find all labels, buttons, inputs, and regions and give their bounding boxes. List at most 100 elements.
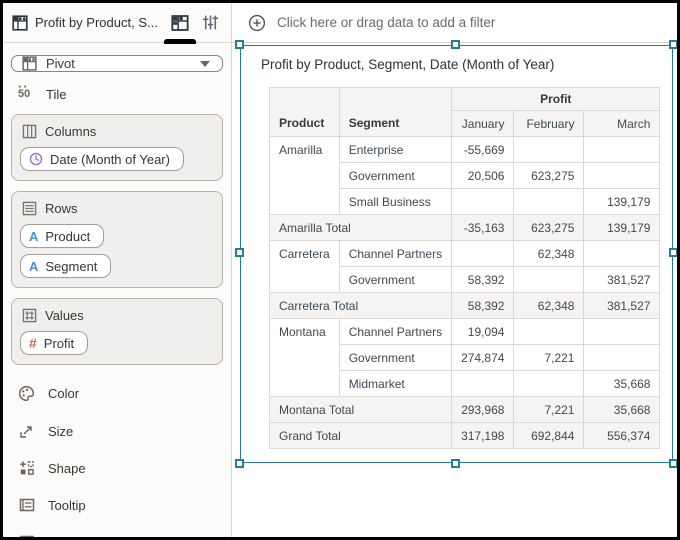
cell-value[interactable]: 35,668 (583, 396, 661, 423)
cell-value[interactable]: 19,094 (451, 318, 515, 345)
table-grand-total-row: Grand Total 317,198 692,844 556,374 (268, 422, 661, 449)
sidebar-item-color[interactable]: Color (11, 375, 223, 413)
cell-value[interactable]: 381,527 (583, 266, 661, 293)
cell-value[interactable] (451, 188, 515, 215)
clock-icon (29, 152, 43, 166)
sidebar-item-filters[interactable]: Filters (11, 524, 223, 537)
values-drop-zone[interactable]: Values # Profit (11, 298, 223, 365)
cell-value[interactable] (513, 136, 585, 163)
cell-total-label[interactable]: Grand Total (268, 422, 453, 449)
resize-handle-bottom-left[interactable] (235, 459, 244, 468)
column-header-january[interactable]: January (451, 110, 515, 137)
pill-product[interactable]: A Product (20, 224, 105, 248)
cell-value[interactable] (451, 370, 515, 397)
cell-segment[interactable]: Government (338, 266, 453, 293)
cell-value[interactable]: 62,348 (513, 292, 585, 319)
tab-properties[interactable] (200, 3, 221, 43)
resize-handle-top-middle[interactable] (450, 40, 460, 49)
cell-value[interactable] (583, 344, 661, 371)
cell-value[interactable] (513, 370, 585, 397)
cell-total-label[interactable]: Montana Total (268, 396, 453, 423)
grammar-panel-icon (171, 14, 189, 32)
cell-value[interactable]: 317,198 (451, 422, 515, 449)
item-label: Color (48, 386, 80, 401)
cell-value[interactable]: 20,506 (451, 162, 515, 189)
resize-handle-middle-left[interactable] (235, 248, 244, 257)
cell-value[interactable] (513, 188, 585, 215)
cell-value[interactable] (513, 266, 585, 293)
visualization-settings-panel: Profit by Product, S... (3, 3, 232, 537)
column-header-profit[interactable]: Profit (451, 87, 661, 111)
cell-value[interactable]: 556,374 (583, 422, 661, 449)
cell-value[interactable] (513, 318, 585, 345)
rows-icon (22, 201, 37, 216)
sidebar-item-tile[interactable]: 50 Tile (11, 72, 223, 114)
cell-value[interactable]: 7,221 (513, 396, 585, 423)
cell-total-label[interactable]: Carretera Total (268, 292, 453, 319)
cell-value[interactable] (583, 318, 661, 345)
cell-segment[interactable]: Small Business (338, 188, 453, 215)
filter-bar[interactable]: Click here or drag data to add a filter (232, 3, 677, 43)
sidebar-item-size[interactable]: Size (11, 413, 223, 450)
selected-pivot-visualization[interactable]: Profit by Product, Segment, Date (Month … (235, 40, 677, 468)
cell-total-label[interactable]: Amarilla Total (268, 214, 453, 241)
chevron-down-icon (200, 60, 210, 67)
cell-value[interactable]: 293,968 (451, 396, 515, 423)
cell-value[interactable] (583, 136, 661, 163)
cell-value[interactable]: 35,668 (583, 370, 661, 397)
cell-segment[interactable]: Government (338, 344, 453, 371)
column-header-march[interactable]: March (583, 110, 661, 137)
cell-product[interactable]: Carretera (269, 240, 340, 293)
cell-segment[interactable]: Midmarket (338, 370, 453, 397)
cell-value[interactable]: -55,669 (451, 136, 515, 163)
cell-value[interactable]: 274,874 (451, 344, 515, 371)
resize-handle-top-right[interactable] (669, 40, 677, 49)
viz-type-dropdown[interactable]: Pivot (11, 55, 223, 72)
tab-grammar[interactable] (164, 3, 196, 44)
pill-segment[interactable]: A Segment (20, 254, 112, 278)
column-header-segment[interactable]: Segment (338, 87, 453, 137)
cell-value[interactable] (583, 162, 661, 189)
columns-drop-zone[interactable]: Columns Date (Month of Year) (11, 114, 223, 181)
rows-drop-zone[interactable]: Rows A Product A Segment (11, 191, 223, 288)
cell-value[interactable]: 381,527 (583, 292, 661, 319)
cell-value[interactable]: 139,179 (583, 188, 661, 215)
cell-segment[interactable]: Enterprise (338, 136, 453, 163)
resize-handle-top-left[interactable] (235, 40, 244, 49)
cell-value[interactable]: 62,348 (513, 240, 585, 267)
columns-icon (22, 124, 37, 139)
pill-profit[interactable]: # Profit (20, 331, 89, 355)
cell-value[interactable]: 7,221 (513, 344, 585, 371)
pill-label: Segment (45, 258, 98, 274)
cell-value[interactable]: 623,275 (513, 214, 585, 241)
column-header-product[interactable]: Product (269, 87, 340, 137)
item-label: Shape (48, 460, 86, 476)
cell-value[interactable] (583, 240, 661, 267)
cell-value[interactable] (451, 240, 515, 267)
cell-value[interactable]: 58,392 (451, 266, 515, 293)
cell-value[interactable]: 58,392 (451, 292, 515, 319)
table-row: Montana Channel Partners 19,094 (269, 318, 661, 397)
canvas-area: Click here or drag data to add a filter … (232, 3, 677, 537)
pill-date-month-of-year[interactable]: Date (Month of Year) (20, 147, 184, 171)
table-row: Midmarket 35,668 (270, 370, 661, 397)
resize-handle-bottom-middle[interactable] (450, 459, 460, 468)
resize-handle-middle-right[interactable] (669, 248, 677, 257)
pivot-table-icon (22, 56, 37, 71)
cell-segment[interactable]: Government (338, 162, 453, 189)
sidebar-item-shape[interactable]: Shape (11, 450, 223, 487)
funnel-icon (18, 534, 35, 537)
cell-value[interactable]: 692,844 (513, 422, 585, 449)
column-header-february[interactable]: February (513, 110, 585, 137)
cell-segment[interactable]: Channel Partners (338, 318, 453, 345)
cell-segment[interactable]: Channel Partners (338, 240, 453, 267)
cell-value[interactable]: -35,163 (451, 214, 515, 241)
cell-product[interactable]: Montana (269, 318, 340, 397)
cell-value[interactable]: 139,179 (583, 214, 661, 241)
cell-product[interactable]: Amarilla (269, 136, 340, 215)
table-total-row: Montana Total 293,968 7,221 35,668 (268, 396, 661, 423)
sidebar-item-tooltip[interactable]: Tooltip (11, 487, 223, 524)
resize-handle-bottom-right[interactable] (669, 459, 677, 468)
cell-value[interactable]: 623,275 (513, 162, 585, 189)
